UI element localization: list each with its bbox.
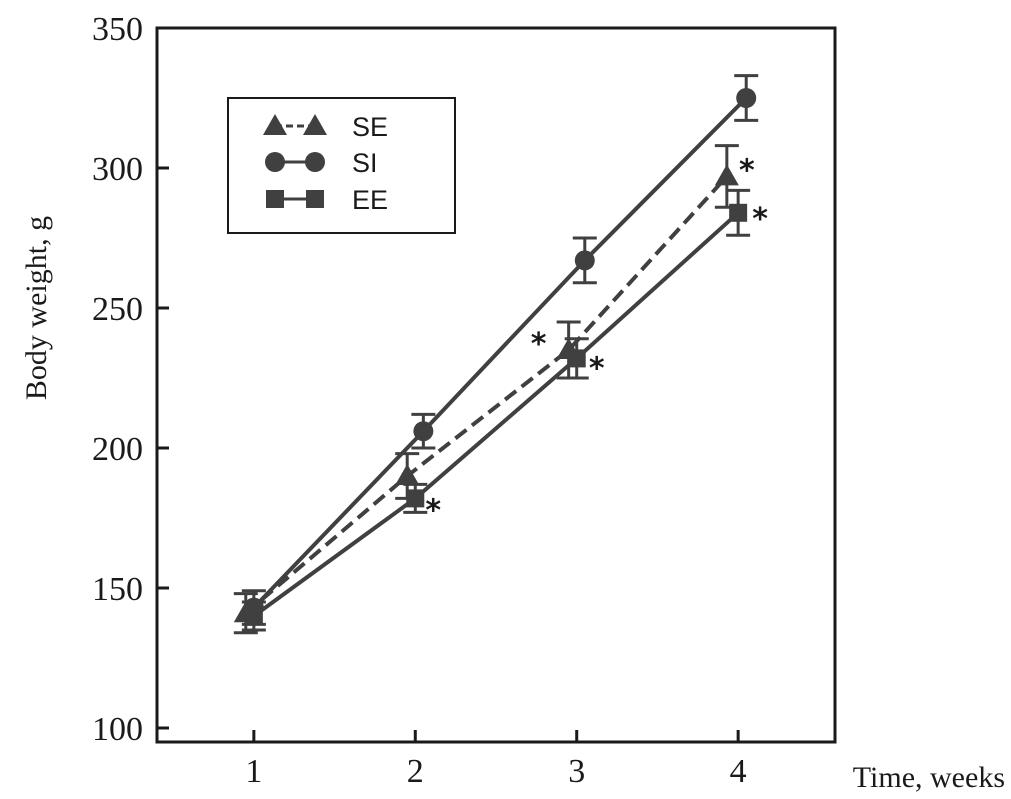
x-tick-label: 3 <box>568 753 585 790</box>
series-se <box>233 144 739 635</box>
plot-frame <box>155 26 837 744</box>
legend-marker <box>305 152 325 172</box>
data-point <box>736 88 757 108</box>
series-line-se <box>244 175 729 615</box>
legend-label-se: SE <box>352 112 388 142</box>
significance-marker: * <box>739 153 755 188</box>
legend-box <box>227 97 456 234</box>
legend-marker <box>266 190 284 208</box>
significance-marker: * <box>425 493 441 528</box>
y-tick-label: 200 <box>92 431 143 468</box>
x-tick-label: 1 <box>245 753 262 790</box>
x-tick-label: 2 <box>407 753 424 790</box>
y-tick-label: 150 <box>92 571 143 608</box>
legend-marker <box>306 190 324 208</box>
significance-marker: * <box>752 202 768 237</box>
legend: SE SI EE <box>227 97 456 234</box>
legend-marker <box>265 152 285 172</box>
data-point <box>233 601 258 623</box>
data-point <box>714 164 739 186</box>
y-tick-label: 350 <box>92 11 143 48</box>
series-layer: * * * * * <box>233 74 768 635</box>
series-line-ee <box>252 211 740 618</box>
data-point <box>574 250 595 271</box>
x-axis-label: Time, weeks <box>853 761 1005 794</box>
data-point <box>556 338 581 359</box>
y-axis: 100 150 200 250 300 350 <box>92 11 169 748</box>
legend-marker <box>303 114 327 135</box>
series-ee <box>241 188 751 632</box>
y-axis-label: Body weight, g <box>20 216 53 400</box>
x-axis: 1 2 3 4 <box>245 730 747 790</box>
y-tick-label: 250 <box>92 291 143 328</box>
series-line-si <box>252 96 748 609</box>
legend-marker <box>263 114 287 135</box>
data-point <box>413 421 434 442</box>
x-tick-label: 4 <box>730 753 747 790</box>
significance-marker: * <box>589 351 605 386</box>
y-tick-label: 300 <box>92 151 143 188</box>
data-point <box>395 464 420 485</box>
significance-marker: * <box>531 327 547 362</box>
legend-label-ee: EE <box>352 185 388 215</box>
legend-label-si: SI <box>352 148 378 178</box>
y-tick-label: 100 <box>92 711 143 748</box>
